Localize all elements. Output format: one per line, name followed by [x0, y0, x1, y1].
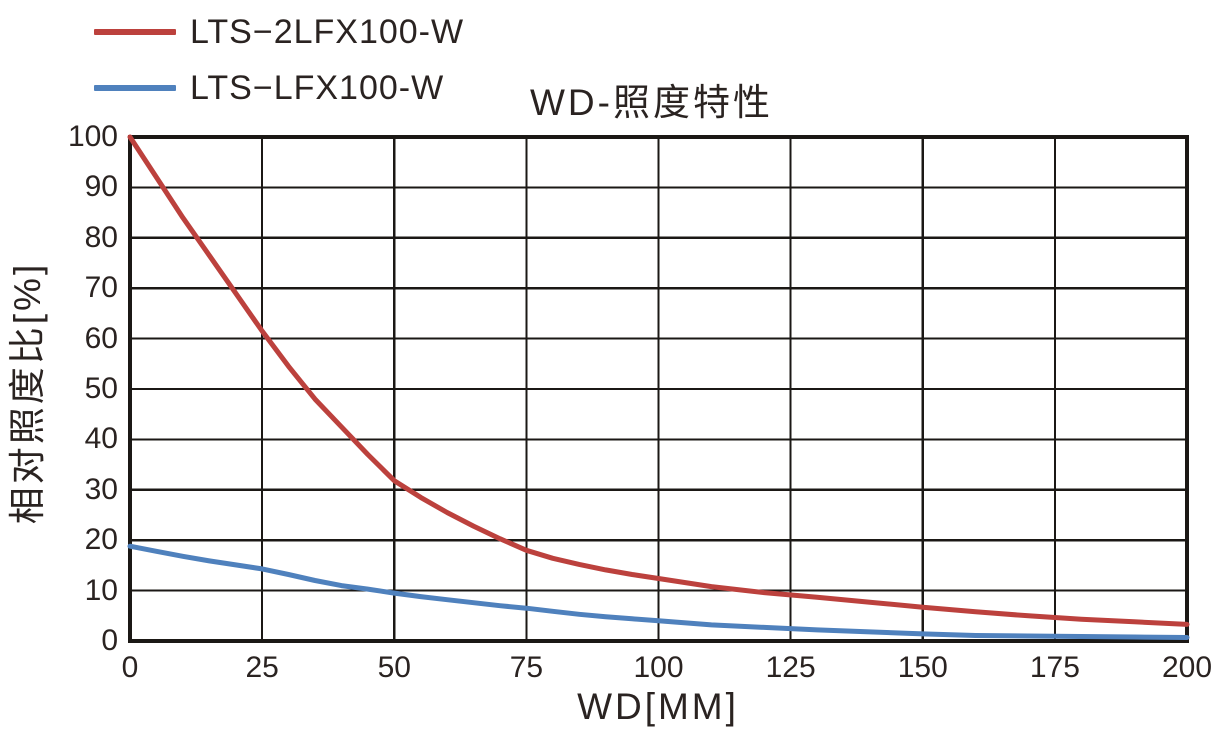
legend: LTS−2LFX100-W LTS−LFX100-W [94, 4, 464, 116]
y-tick-label: 80 [84, 220, 118, 254]
y-tick-label: 10 [84, 573, 118, 607]
series-line-red [127, 134, 1190, 627]
x-tick-label: 175 [1029, 651, 1080, 684]
y-tick-label: 40 [84, 422, 118, 456]
x-axis-title: WD[MM] [577, 686, 739, 727]
y-tick-label: 60 [84, 321, 118, 355]
x-tick-label: 150 [897, 651, 948, 684]
y-tick-label: 90 [84, 170, 118, 204]
x-tick-label: 125 [765, 651, 816, 684]
y-axis-title: 相对照度比[%] [7, 261, 48, 525]
y-tick-label: 30 [84, 472, 118, 506]
x-tick-label: 0 [121, 651, 139, 684]
y-tick-label: 50 [84, 372, 118, 405]
legend-label: LTS−LFX100-W [190, 68, 445, 107]
y-tick-label: 70 [84, 271, 118, 305]
y-tick-label: 20 [84, 523, 118, 557]
x-tick-label: 100 [633, 651, 684, 684]
x-tick-label: 75 [509, 651, 544, 684]
legend-item-lts-lfx100-w: LTS−LFX100-W [94, 60, 464, 116]
legend-label: LTS−2LFX100-W [190, 12, 465, 51]
series-line-blue [127, 543, 1190, 640]
y-tick-label: 100 [67, 120, 118, 153]
chart-title: WD-照度特性 [530, 82, 773, 123]
x-tick-label: 200 [1161, 651, 1212, 684]
x-tick-label: 50 [377, 651, 411, 684]
x-tick-label: 25 [245, 651, 279, 684]
y-tick-label: 0 [101, 624, 118, 657]
legend-item-lts-2lfx100-w: LTS−2LFX100-W [94, 4, 464, 60]
legend-line-swatch-blue [94, 85, 176, 91]
legend-line-swatch-red [94, 29, 176, 35]
